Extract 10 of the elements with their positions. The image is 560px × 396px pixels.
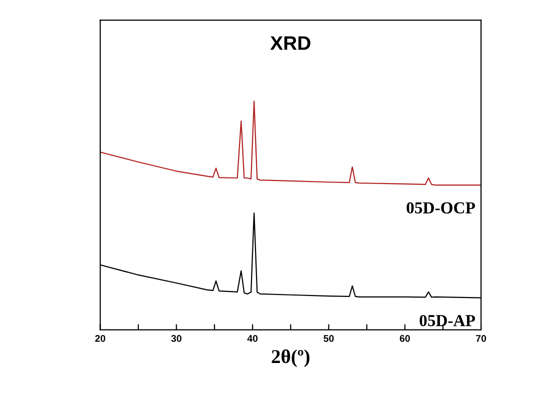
x-tick-label: 20 [95, 334, 106, 342]
x-tick-label: 30 [171, 334, 182, 342]
series-label: 05D-OCP [406, 202, 476, 214]
series-label: 05D-AP [420, 314, 476, 326]
x-axis-title: 2θ(º) [272, 349, 310, 368]
x-tick-label: 60 [400, 334, 410, 342]
x-tick-label: 70 [476, 334, 486, 342]
x-tick-label: 40 [247, 334, 258, 342]
chart-title: XRD [270, 36, 310, 50]
x-tick-label: 50 [324, 334, 334, 342]
